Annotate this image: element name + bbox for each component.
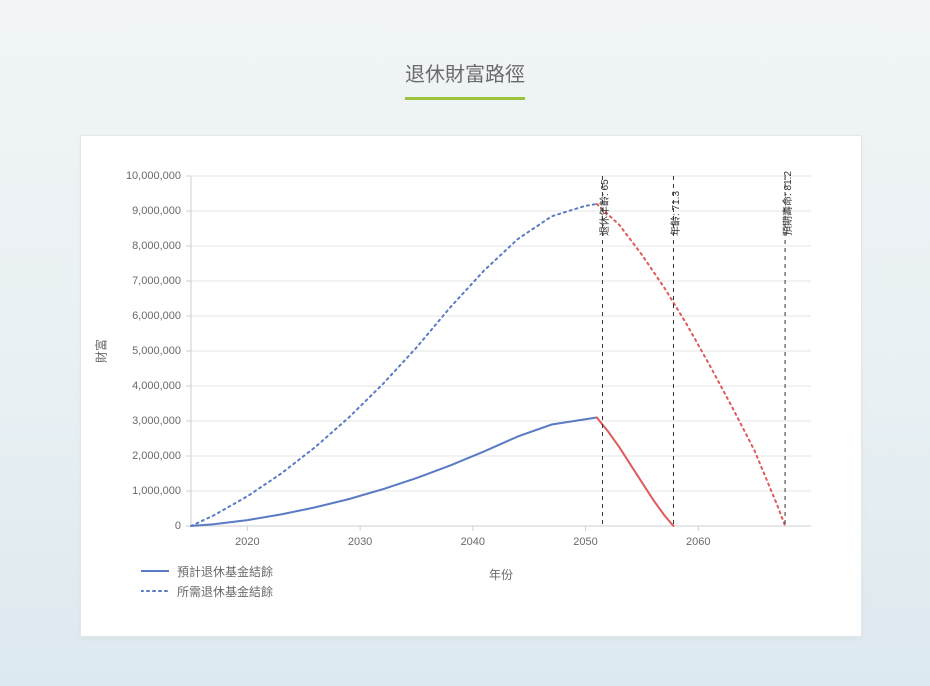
legend-label: 所需退休基金結餘 <box>177 583 273 600</box>
x-axis-title: 年份 <box>191 566 811 583</box>
y-tick-label: 10,000,000 <box>111 170 181 182</box>
y-tick-label: 0 <box>111 520 181 532</box>
x-tick-label: 2030 <box>340 536 380 548</box>
legend-label: 預計退休基金結餘 <box>177 563 273 580</box>
x-tick-label: 2050 <box>566 536 606 548</box>
y-tick-label: 6,000,000 <box>111 310 181 322</box>
vline-label: 年齡: 71.3 <box>667 191 682 236</box>
vline-layer <box>191 176 811 526</box>
legend-swatch <box>141 566 169 576</box>
vline-label: 退休年齡: 65 <box>596 179 611 236</box>
y-tick-label: 1,000,000 <box>111 485 181 497</box>
y-tick-label: 2,000,000 <box>111 450 181 462</box>
legend: 預計退休基金結餘所需退休基金結餘 <box>141 561 273 601</box>
chart-area: 財富 01,000,0002,000,0003,000,0004,000,000… <box>81 136 861 636</box>
x-tick-label: 2020 <box>227 536 267 548</box>
page-root: 退休財富路徑 財富 01,000,0002,000,0003,000,0004,… <box>0 0 930 686</box>
plot-region: 01,000,0002,000,0003,000,0004,000,0005,0… <box>191 176 811 526</box>
y-tick-label: 8,000,000 <box>111 240 181 252</box>
y-tick-label: 9,000,000 <box>111 205 181 217</box>
vline-label: 預期壽命: 81.2 <box>779 171 794 236</box>
y-tick-label: 4,000,000 <box>111 380 181 392</box>
title-underline <box>405 97 525 100</box>
y-tick-label: 7,000,000 <box>111 275 181 287</box>
y-tick-label: 3,000,000 <box>111 415 181 427</box>
legend-swatch <box>141 586 169 596</box>
y-axis-title: 財富 <box>93 339 110 363</box>
legend-item: 預計退休基金結餘 <box>141 561 273 581</box>
page-title: 退休財富路徑 <box>0 0 930 87</box>
chart-card: 財富 01,000,0002,000,0003,000,0004,000,000… <box>80 135 862 637</box>
y-tick-label: 5,000,000 <box>111 345 181 357</box>
legend-item: 所需退休基金結餘 <box>141 581 273 601</box>
x-tick-label: 2060 <box>678 536 718 548</box>
x-tick-label: 2040 <box>453 536 493 548</box>
